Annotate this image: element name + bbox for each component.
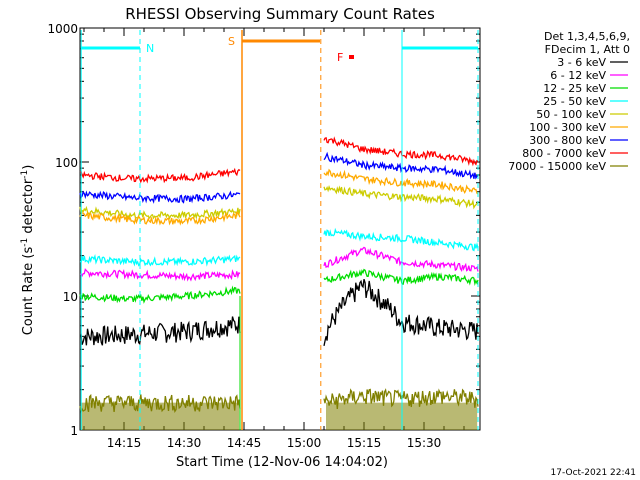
y-tick-label: 1000 — [47, 22, 78, 36]
series-line-6-before — [79, 190, 241, 204]
timestamp: 17-Oct-2021 22:41 — [551, 468, 636, 478]
legend-header-line: FDecim 1, Att 0 — [545, 43, 630, 56]
legend-entry-label: 300 - 800 keV — [529, 134, 606, 147]
legend-entry-label: 25 - 50 keV — [543, 95, 606, 108]
y-axis-label-mid: detector — [21, 178, 36, 238]
series-line-8-after — [323, 388, 479, 410]
y-axis-label-main: Count Rate (s — [21, 247, 36, 336]
plot-area: 1 10 100 1000 14:15 14:30 14:45 15:00 15:15 15:30… — [47, 22, 481, 450]
y-axis-label: Count Rate (s-1 detector-1) — [20, 165, 36, 336]
series-line-5-before — [79, 210, 241, 226]
y-axis-label-end: ) — [21, 165, 36, 170]
plot-frame — [79, 27, 481, 431]
series-line-2-before — [79, 285, 241, 304]
y-tick-label: 1 — [70, 424, 78, 438]
x-tick-label: 14:30 — [167, 436, 202, 450]
x-tick-label: 14:15 — [107, 436, 142, 450]
series-line-1-after — [323, 246, 479, 272]
x-tick-label: 15:30 — [407, 436, 442, 450]
series-line-0-after — [323, 279, 479, 347]
legend-entry-label: 3 - 6 keV — [557, 56, 606, 69]
x-tick-label: 15:00 — [287, 436, 322, 450]
series-line-5-after — [323, 168, 479, 195]
series-band-fill-before — [80, 402, 240, 430]
legend-entry-label: 800 - 7000 keV — [522, 147, 606, 160]
series-line-3-after — [323, 227, 479, 252]
x-axis-label: Start Time (12-Nov-06 14:04:02) — [176, 455, 388, 470]
saa-flag-label: S — [228, 35, 235, 48]
y-tick-label: 100 — [55, 156, 78, 170]
series-line-6-after — [323, 151, 479, 180]
legend-entry-label: 100 - 300 keV — [529, 121, 606, 134]
y-axis-label-sup1: -1 — [20, 238, 30, 247]
x-tick-label: 15:15 — [347, 436, 382, 450]
y-axis-label-sup2: -1 — [20, 170, 30, 179]
series-line-3-before — [79, 254, 241, 267]
series-line-1-before — [79, 268, 241, 282]
series-line-2-after — [323, 268, 479, 286]
night-flag-label: N — [146, 42, 154, 55]
legend-entry-label: 12 - 25 keV — [543, 82, 606, 95]
series-line-7-before — [79, 167, 241, 184]
legend-entry-label: 7000 - 15000 keV — [508, 160, 606, 173]
y-tick-label: 10 — [63, 290, 78, 304]
series-line-4-after — [323, 185, 479, 210]
flare-flag-bar — [349, 55, 354, 59]
legend: Det 1,3,4,5,6,9,FDecim 1, Att 03 - 6 keV… — [508, 30, 630, 173]
legend-entry-label: 50 - 100 keV — [536, 108, 606, 121]
legend-entry-label: 6 - 12 keV — [550, 69, 606, 82]
series-line-4-before — [79, 205, 241, 220]
chart-title: RHESSI Observing Summary Count Rates — [125, 5, 435, 23]
flare-flag-label: F — [337, 51, 343, 64]
series-line-0-before — [79, 316, 241, 346]
legend-header-line: Det 1,3,4,5,6,9, — [544, 30, 630, 43]
x-tick-label: 14:45 — [227, 436, 262, 450]
series-line-7-after — [323, 136, 479, 167]
